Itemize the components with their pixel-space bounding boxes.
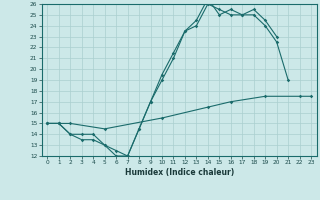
X-axis label: Humidex (Indice chaleur): Humidex (Indice chaleur) [124, 168, 234, 177]
